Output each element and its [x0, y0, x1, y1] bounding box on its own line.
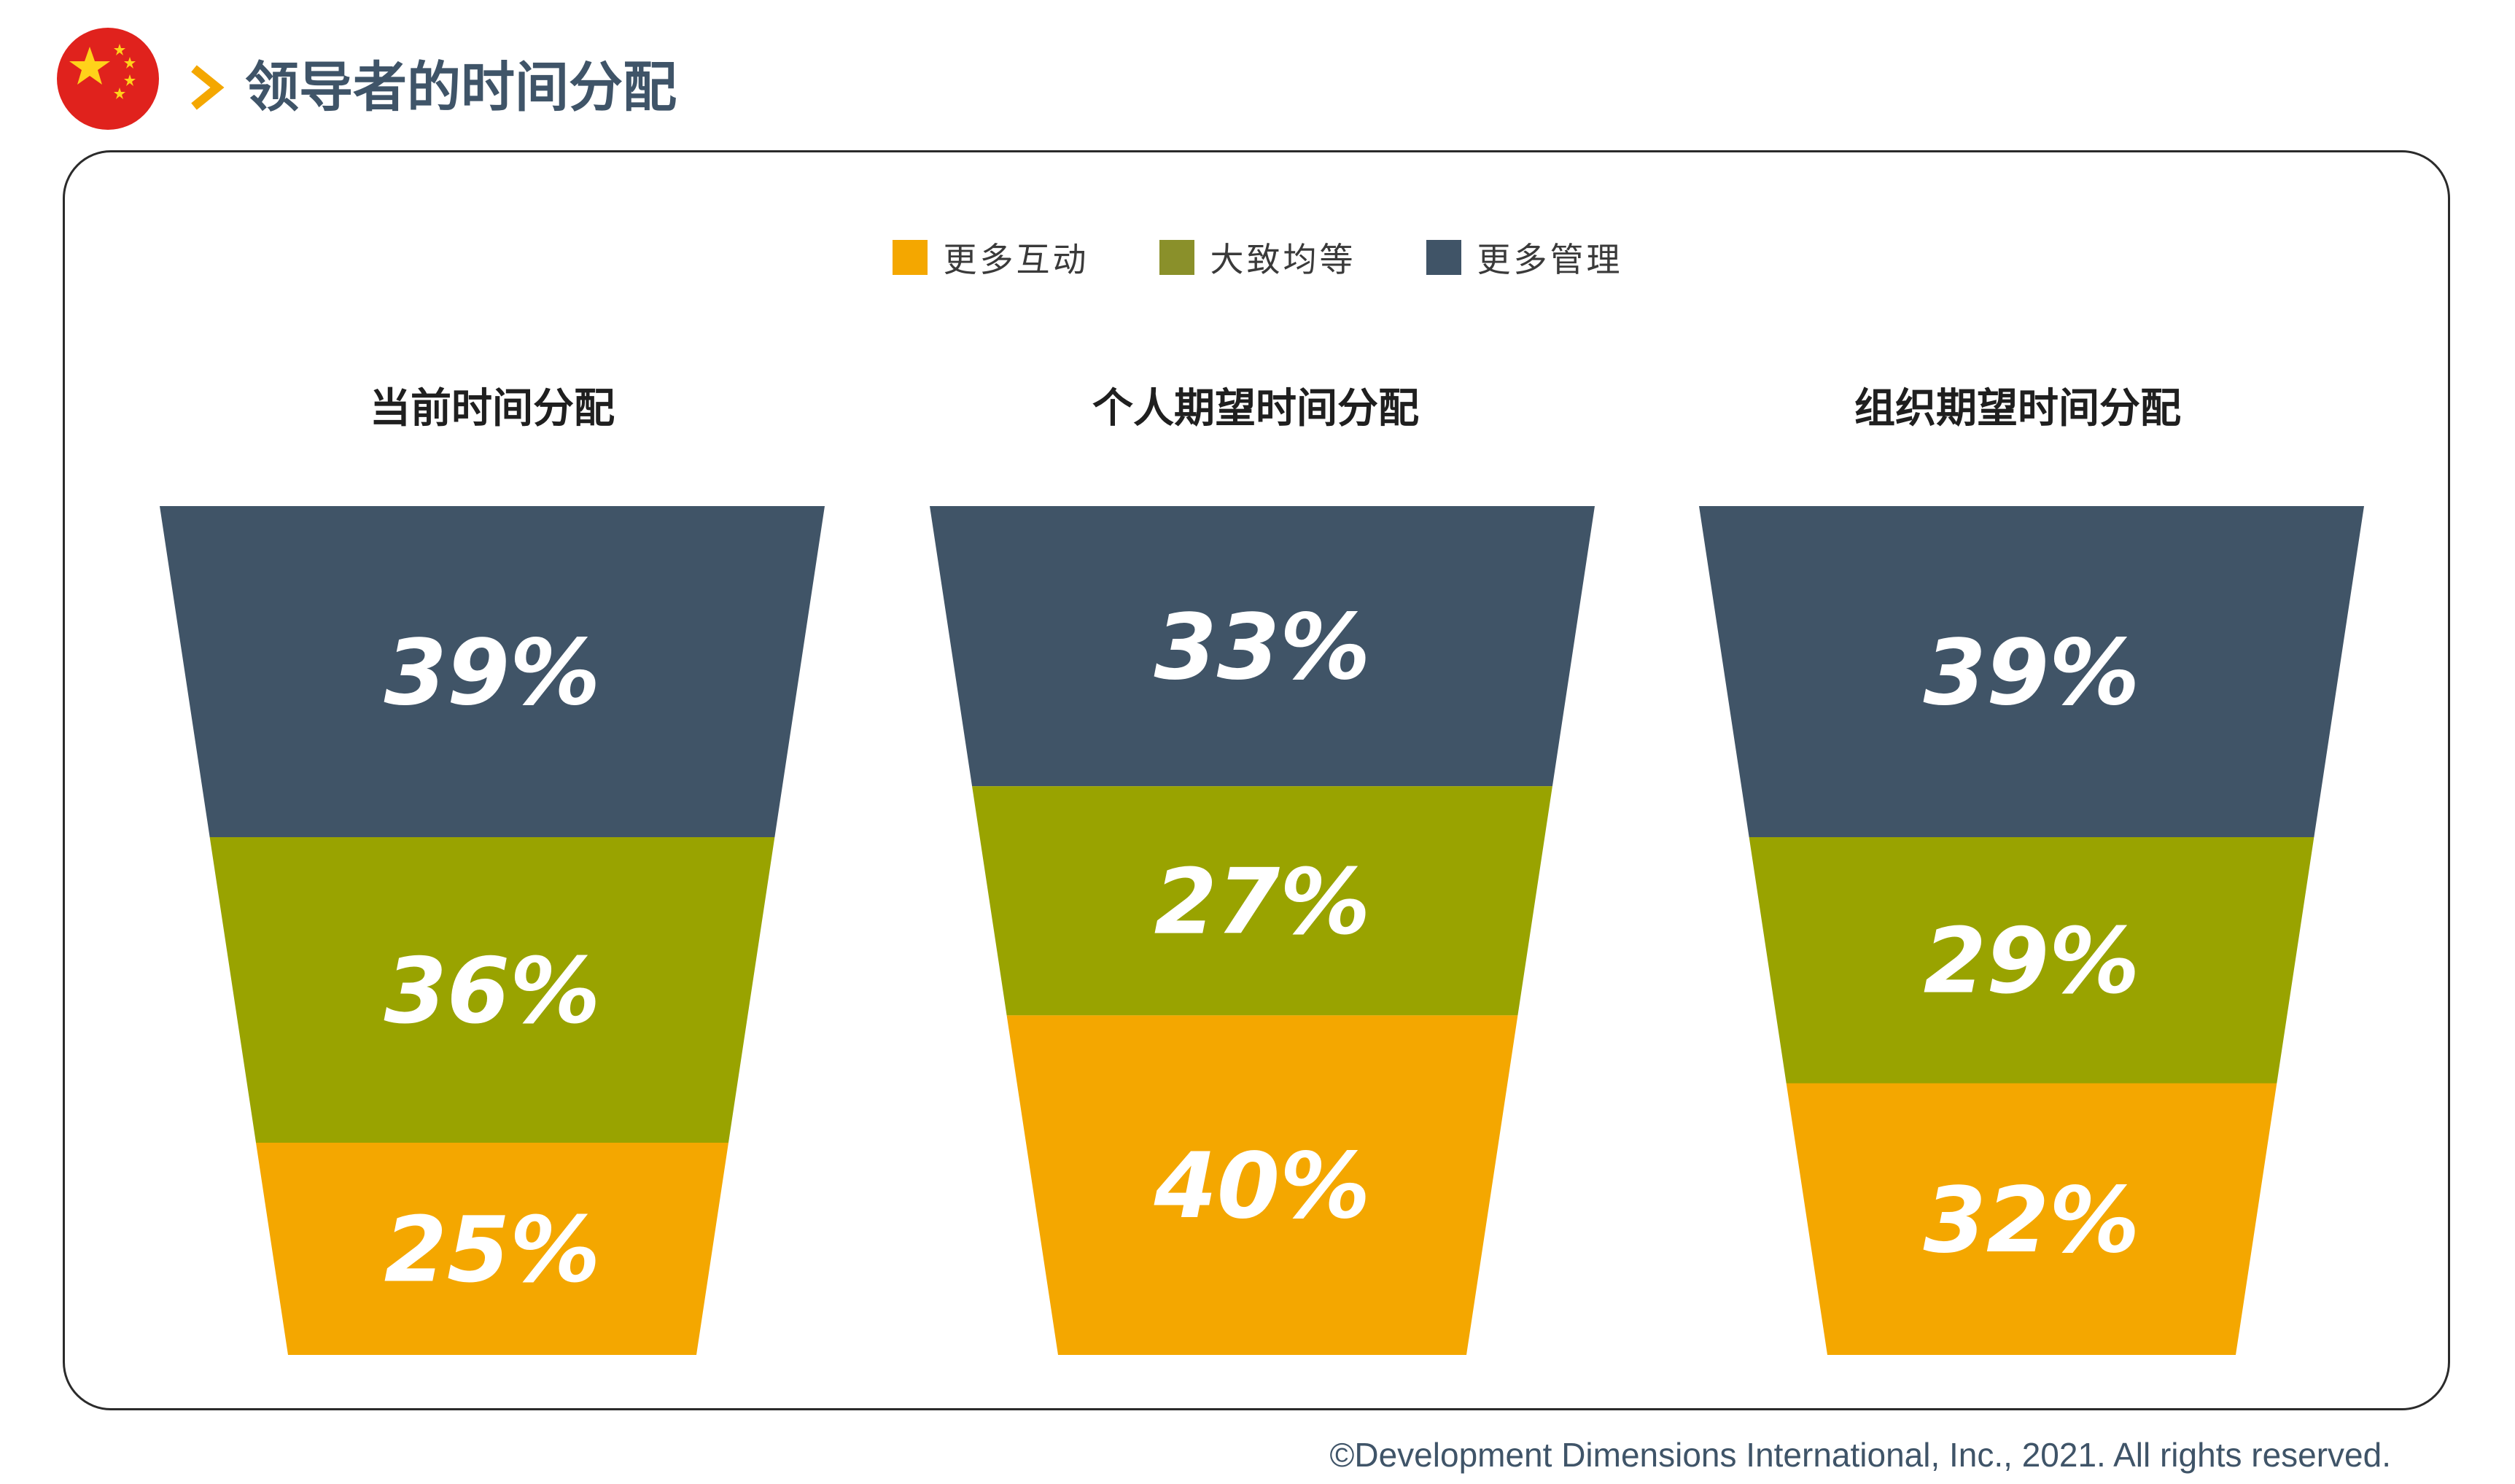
legend-label: 更多互动: [943, 240, 1089, 279]
chart-title-organization: 组织期望时间分配: [1854, 385, 2181, 432]
legend-swatch-roughly-equal: [1159, 240, 1194, 275]
funnel-0-segment-1: [209, 836, 775, 1143]
chart-title-personal: 个人期望时间分配: [1092, 385, 1419, 432]
funnel-0-segment-0: [160, 506, 825, 837]
legend-swatch-more-interaction: [892, 240, 928, 275]
china-flag-icon: [57, 28, 159, 130]
funnel-2-segment-0: [1699, 506, 2364, 837]
legend-label: 更多管理: [1477, 240, 1623, 279]
page-title: 领导者的时间分配: [245, 56, 677, 119]
funnel-2-value-label-0: 39%: [1924, 621, 2140, 726]
funnel-2-value-label-1: 29%: [1924, 909, 2140, 1014]
funnel-0-value-label-0: 39%: [384, 621, 601, 726]
legend-label: 大致均等: [1210, 240, 1356, 279]
chevron-right-icon: [191, 65, 225, 110]
funnel-1-value-label-0: 33%: [1154, 595, 1371, 700]
legend-item-roughly-equal: 大致均等: [1159, 233, 1356, 281]
legend-swatch-more-management: [1426, 240, 1461, 275]
funnel-0-value-label-1: 36%: [384, 939, 601, 1044]
legend-item-more-interaction: 更多互动: [892, 233, 1089, 281]
funnel-1-segment-2: [1006, 1015, 1518, 1355]
funnel-1-value-label-2: 40%: [1154, 1134, 1371, 1239]
chart-title-current: 当前时间分配: [370, 385, 615, 432]
funnel-2-value-label-2: 32%: [1924, 1168, 2140, 1273]
funnel-1-value-label-1: 27%: [1154, 850, 1371, 955]
legend-item-more-management: 更多管理: [1426, 233, 1623, 281]
funnel-0-value-label-2: 25%: [384, 1198, 601, 1303]
funnel-2-segment-1: [1749, 836, 2314, 1084]
funnel-1-segment-1: [972, 786, 1552, 1016]
funnel-1-segment-0: [930, 506, 1595, 787]
funnel-2-segment-2: [1786, 1083, 2277, 1355]
copyright-footer: ©Development Dimensions International, I…: [1329, 1436, 2391, 1474]
legend: 更多互动 大致均等 更多管理: [0, 233, 2515, 281]
funnel-0-segment-2: [256, 1143, 728, 1355]
